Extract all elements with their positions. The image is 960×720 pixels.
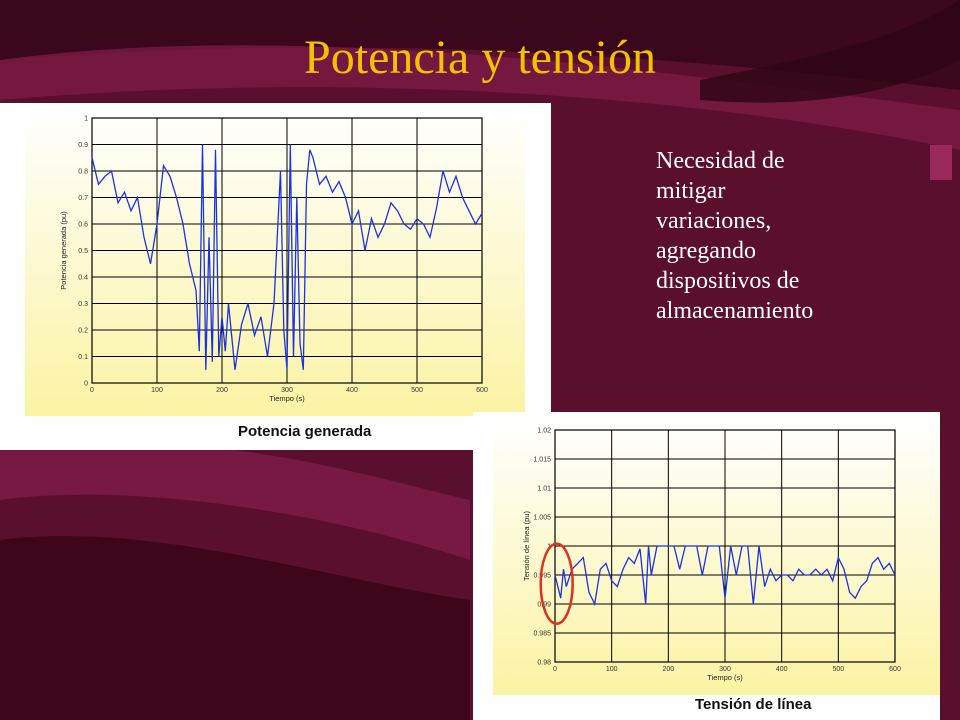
- x-tick-label: 200: [662, 666, 674, 673]
- power-chart-caption: Potencia generada: [238, 423, 372, 440]
- x-tick-label: 300: [281, 387, 293, 394]
- chart-frame: [25, 106, 525, 416]
- voltage-chart-panel: 0 100 200 300 400 500 600 0.98 0.985 0.99 0.995 1 1.…: [473, 412, 940, 720]
- bullet-line: Necesidad de: [656, 148, 785, 174]
- y-tick-label: 1.01: [537, 486, 551, 493]
- bullet-text: Necesidad de mitigar variaciones, agrega…: [656, 146, 946, 326]
- x-tick-label: 500: [411, 387, 423, 394]
- y-tick-label: 0.7: [78, 195, 88, 202]
- y-tick-label: 0.8: [78, 169, 88, 176]
- x-tick-label: 200: [216, 387, 228, 394]
- y-tick-label: 0.98: [537, 660, 551, 667]
- bullet-line: dispositivos de: [656, 268, 800, 294]
- y-tick-label: 0.1: [78, 354, 88, 361]
- y-tick-label: 0.5: [78, 248, 88, 255]
- y-tick-label: 0.995: [533, 573, 551, 580]
- y-axis-label: Tensión de línea (pu): [522, 510, 531, 581]
- x-tick-label: 600: [889, 666, 901, 673]
- x-axis-label: Tiempo (s): [707, 673, 743, 682]
- x-tick-label: 400: [346, 387, 358, 394]
- x-tick-label: 600: [476, 387, 488, 394]
- voltage-chart-caption: Tensión de línea: [695, 696, 812, 713]
- x-tick-label: 100: [606, 666, 618, 673]
- power-chart: 0 100 200 300 400 500 600 0 0.1 0.2 0.3 0.4 0.5 0.6 0.…: [25, 106, 525, 416]
- x-tick-label: 0: [90, 387, 94, 394]
- y-tick-label: 1.02: [537, 428, 551, 435]
- x-tick-label: 300: [719, 666, 731, 673]
- y-tick-label: 0.3: [78, 301, 88, 308]
- x-axis-label: Tiempo (s): [269, 394, 305, 403]
- chart-frame: [493, 415, 940, 695]
- y-tick-label: 1.015: [533, 457, 551, 464]
- y-axis-label: Potencia generada (pu): [59, 211, 68, 290]
- x-tick-label: 400: [776, 666, 788, 673]
- x-tick-label: 0: [553, 666, 557, 673]
- voltage-chart: 0 100 200 300 400 500 6000.980.9850.990.99511.…: [493, 415, 940, 695]
- y-tick-label: 0.985: [533, 631, 551, 638]
- decorative-tab: [930, 145, 952, 180]
- bullet-line: mitigar: [656, 178, 726, 204]
- y-tick-label: 0.6: [78, 222, 88, 229]
- y-tick-label: 1: [84, 116, 88, 123]
- y-tick-label: 1.005: [533, 515, 551, 522]
- y-tick-label: 0.4: [78, 275, 88, 282]
- slide-title: Potencia y tensión: [304, 31, 656, 84]
- highlight-circle: [539, 542, 574, 625]
- power-chart-panel: 0 100 200 300 400 500 600 0 0.1 0.2 0.3 0.4 0.5 0.6 0.…: [0, 103, 551, 450]
- series-line: [554, 545, 896, 607]
- x-tick-label: 100: [151, 387, 163, 394]
- y-tick-label: 0.9: [78, 142, 88, 149]
- series-line: [91, 144, 483, 370]
- bullet-line: variaciones,: [656, 208, 772, 234]
- bullet-line: almacenamiento: [656, 298, 814, 324]
- y-tick-label: 0: [84, 381, 88, 388]
- y-tick-label: 0.2: [78, 328, 88, 335]
- bullet-line: agregando: [656, 238, 756, 264]
- x-tick-label: 500: [832, 666, 844, 673]
